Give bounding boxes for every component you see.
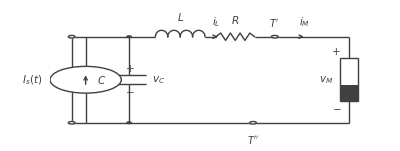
Text: $T''$: $T''$ xyxy=(247,134,259,146)
Text: $L$: $L$ xyxy=(177,11,184,23)
Text: $i_M$: $i_M$ xyxy=(299,15,310,29)
Text: $i_L$: $i_L$ xyxy=(212,15,221,29)
Circle shape xyxy=(50,66,121,93)
Circle shape xyxy=(68,122,75,124)
Circle shape xyxy=(127,122,131,124)
Bar xyxy=(340,85,358,101)
Bar xyxy=(340,58,358,101)
Text: $-$: $-$ xyxy=(332,103,342,113)
Circle shape xyxy=(68,35,75,38)
Text: $-$: $-$ xyxy=(125,86,135,96)
Circle shape xyxy=(271,35,278,38)
Text: $R$: $R$ xyxy=(231,14,239,26)
Text: $C$: $C$ xyxy=(97,74,106,86)
Text: +: + xyxy=(126,64,134,74)
Circle shape xyxy=(250,122,256,124)
Text: $I_s(t)$: $I_s(t)$ xyxy=(22,73,42,87)
Text: +: + xyxy=(332,47,341,57)
Text: $T'$: $T'$ xyxy=(268,17,279,29)
Text: $v_M$: $v_M$ xyxy=(318,74,333,86)
Text: $v_C$: $v_C$ xyxy=(152,74,165,86)
Circle shape xyxy=(127,36,131,38)
